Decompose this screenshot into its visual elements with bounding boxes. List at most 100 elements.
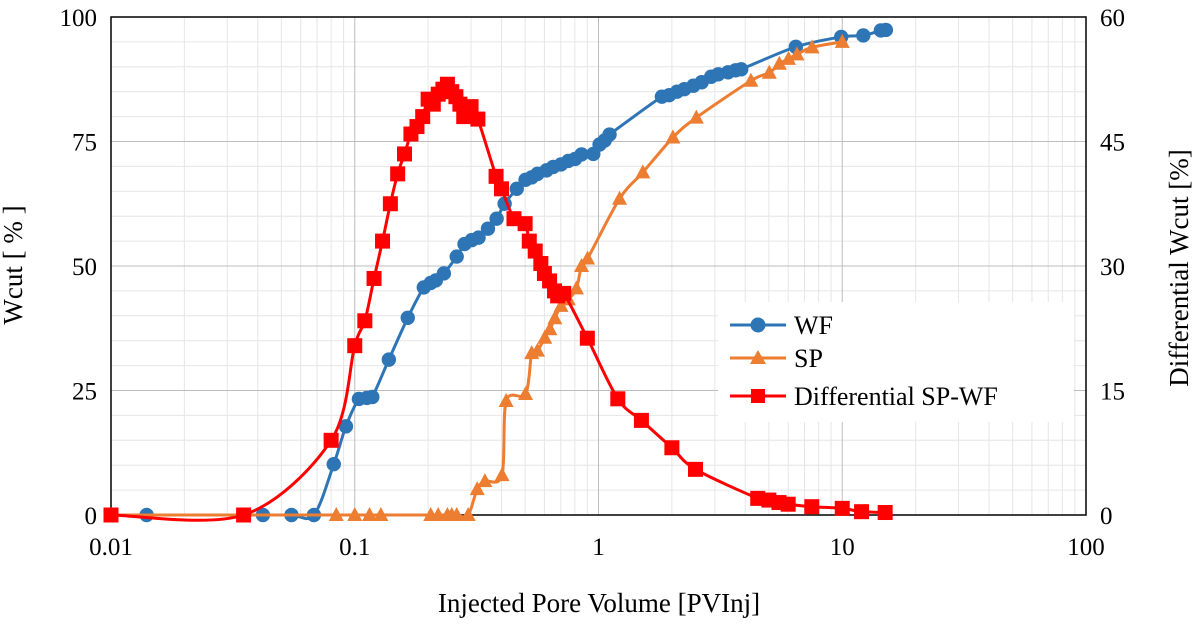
legend-label-sp: SP bbox=[794, 344, 823, 373]
data-point-differential-sp-wf bbox=[236, 507, 252, 523]
data-point-sp bbox=[347, 507, 363, 521]
data-point-sp bbox=[781, 50, 797, 65]
legend-box bbox=[718, 302, 1074, 422]
data-point-sp bbox=[771, 55, 787, 70]
data-point-differential-sp-wf bbox=[390, 166, 406, 182]
y-tick-label: 100 bbox=[60, 5, 98, 32]
data-point-sp bbox=[834, 33, 850, 48]
data-point-wf bbox=[489, 211, 504, 226]
legend-label-differential: Differential SP-WF bbox=[794, 382, 998, 411]
y2-axis-title: Differential Wcut [%] bbox=[1164, 149, 1194, 386]
data-point-differential-sp-wf bbox=[780, 496, 796, 512]
legend-marker-wf bbox=[750, 317, 766, 333]
legend-marker-differential bbox=[751, 389, 765, 403]
data-point-sp bbox=[328, 507, 344, 521]
data-point-differential-sp-wf bbox=[366, 270, 382, 286]
y-tick-labels: 0 25 50 75 100 bbox=[60, 5, 98, 530]
y-axis-title: Wcut [ % ] bbox=[0, 205, 28, 324]
y-tick-label: 0 bbox=[85, 503, 98, 530]
data-point-sp bbox=[612, 190, 628, 205]
data-point-differential-sp-wf bbox=[664, 440, 680, 456]
data-point-sp bbox=[373, 507, 389, 521]
data-point-differential-sp-wf bbox=[488, 168, 504, 184]
data-point-sp bbox=[362, 507, 378, 521]
legend: WF SP Differential SP-WF bbox=[718, 302, 1074, 422]
data-point-sp bbox=[460, 507, 476, 521]
data-point-sp bbox=[743, 72, 759, 87]
series-sp bbox=[103, 33, 850, 521]
x-tick-labels: 0.01 0.1 1 10 100 bbox=[89, 534, 1105, 561]
data-point-wf bbox=[436, 266, 452, 281]
data-point-sp bbox=[688, 109, 704, 124]
data-point-differential-sp-wf bbox=[877, 505, 893, 521]
data-point-sp bbox=[498, 392, 514, 407]
data-point-differential-sp-wf bbox=[610, 391, 626, 407]
data-point-differential-sp-wf bbox=[347, 338, 363, 354]
data-point-differential-sp-wf bbox=[375, 233, 391, 249]
data-point-wf bbox=[480, 221, 496, 236]
x-tick-label: 0.01 bbox=[89, 534, 133, 561]
data-point-wf bbox=[509, 181, 524, 197]
y2-tick-label: 60 bbox=[1100, 5, 1125, 32]
plot-frame bbox=[110, 16, 1087, 516]
data-point-sp bbox=[494, 467, 510, 482]
y2-tick-label: 0 bbox=[1100, 503, 1113, 530]
data-point-sp bbox=[665, 129, 681, 144]
data-point-differential-sp-wf bbox=[834, 500, 850, 516]
data-point-wf bbox=[449, 249, 464, 264]
data-point-wf bbox=[734, 62, 749, 77]
data-point-differential-sp-wf bbox=[494, 181, 510, 197]
data-point-differential-sp-wf bbox=[527, 243, 543, 259]
data-point-differential-sp-wf bbox=[357, 313, 373, 329]
series-wf bbox=[103, 22, 894, 523]
data-point-sp bbox=[574, 258, 590, 272]
data-point-sp bbox=[804, 39, 820, 54]
data-point-sp bbox=[568, 280, 584, 295]
data-point-differential-sp-wf bbox=[687, 461, 703, 477]
y2-tick-labels: 0 15 30 45 60 bbox=[1100, 5, 1125, 530]
data-point-sp bbox=[449, 507, 465, 521]
data-point-differential-sp-wf bbox=[415, 109, 431, 125]
legend-entry-wf: WF bbox=[730, 311, 833, 340]
y2-tick-label: 30 bbox=[1100, 254, 1125, 281]
data-point-wf bbox=[574, 147, 589, 162]
x-tick-label: 10 bbox=[830, 534, 855, 561]
data-point-sp bbox=[537, 329, 553, 344]
y-tick-label: 75 bbox=[72, 130, 97, 157]
data-point-sp bbox=[469, 481, 485, 496]
legend-label-wf: WF bbox=[794, 311, 833, 340]
y-tick-label: 25 bbox=[72, 379, 97, 406]
data-point-differential-sp-wf bbox=[804, 499, 820, 515]
data-point-differential-sp-wf bbox=[463, 99, 479, 115]
data-point-sp bbox=[529, 342, 545, 357]
x-tick-label: 100 bbox=[1067, 534, 1105, 561]
y2-tick-label: 15 bbox=[1100, 379, 1125, 406]
y2-tick-label: 45 bbox=[1100, 130, 1125, 157]
data-point-differential-sp-wf bbox=[382, 196, 398, 212]
data-point-wf bbox=[338, 419, 354, 434]
legend-entry-sp: SP bbox=[730, 344, 823, 373]
data-point-sp bbox=[518, 385, 534, 400]
x-axis-title: Injected Pore Volume [PVInj] bbox=[438, 588, 760, 618]
data-point-sp bbox=[761, 64, 777, 79]
data-point-wf bbox=[856, 28, 871, 43]
data-point-differential-sp-wf bbox=[556, 285, 572, 301]
x-tick-label: 1 bbox=[592, 534, 605, 561]
legend-marker-sp bbox=[750, 350, 766, 364]
legend-entry-differential: Differential SP-WF bbox=[730, 382, 998, 411]
data-point-wf bbox=[471, 230, 486, 245]
data-point-differential-sp-wf bbox=[854, 504, 870, 520]
data-point-sp bbox=[789, 46, 805, 61]
y-tick-label: 50 bbox=[72, 254, 97, 281]
data-point-sp bbox=[580, 250, 596, 265]
data-point-sp bbox=[542, 321, 558, 336]
data-point-differential-sp-wf bbox=[323, 432, 339, 448]
data-point-wf bbox=[326, 457, 341, 472]
x-tick-label: 0.1 bbox=[339, 534, 370, 561]
data-point-sp bbox=[477, 473, 493, 488]
data-point-differential-sp-wf bbox=[633, 412, 649, 428]
data-point-differential-sp-wf bbox=[470, 111, 486, 127]
series-differential-sp-wf bbox=[103, 76, 893, 523]
data-point-wf bbox=[602, 127, 617, 142]
